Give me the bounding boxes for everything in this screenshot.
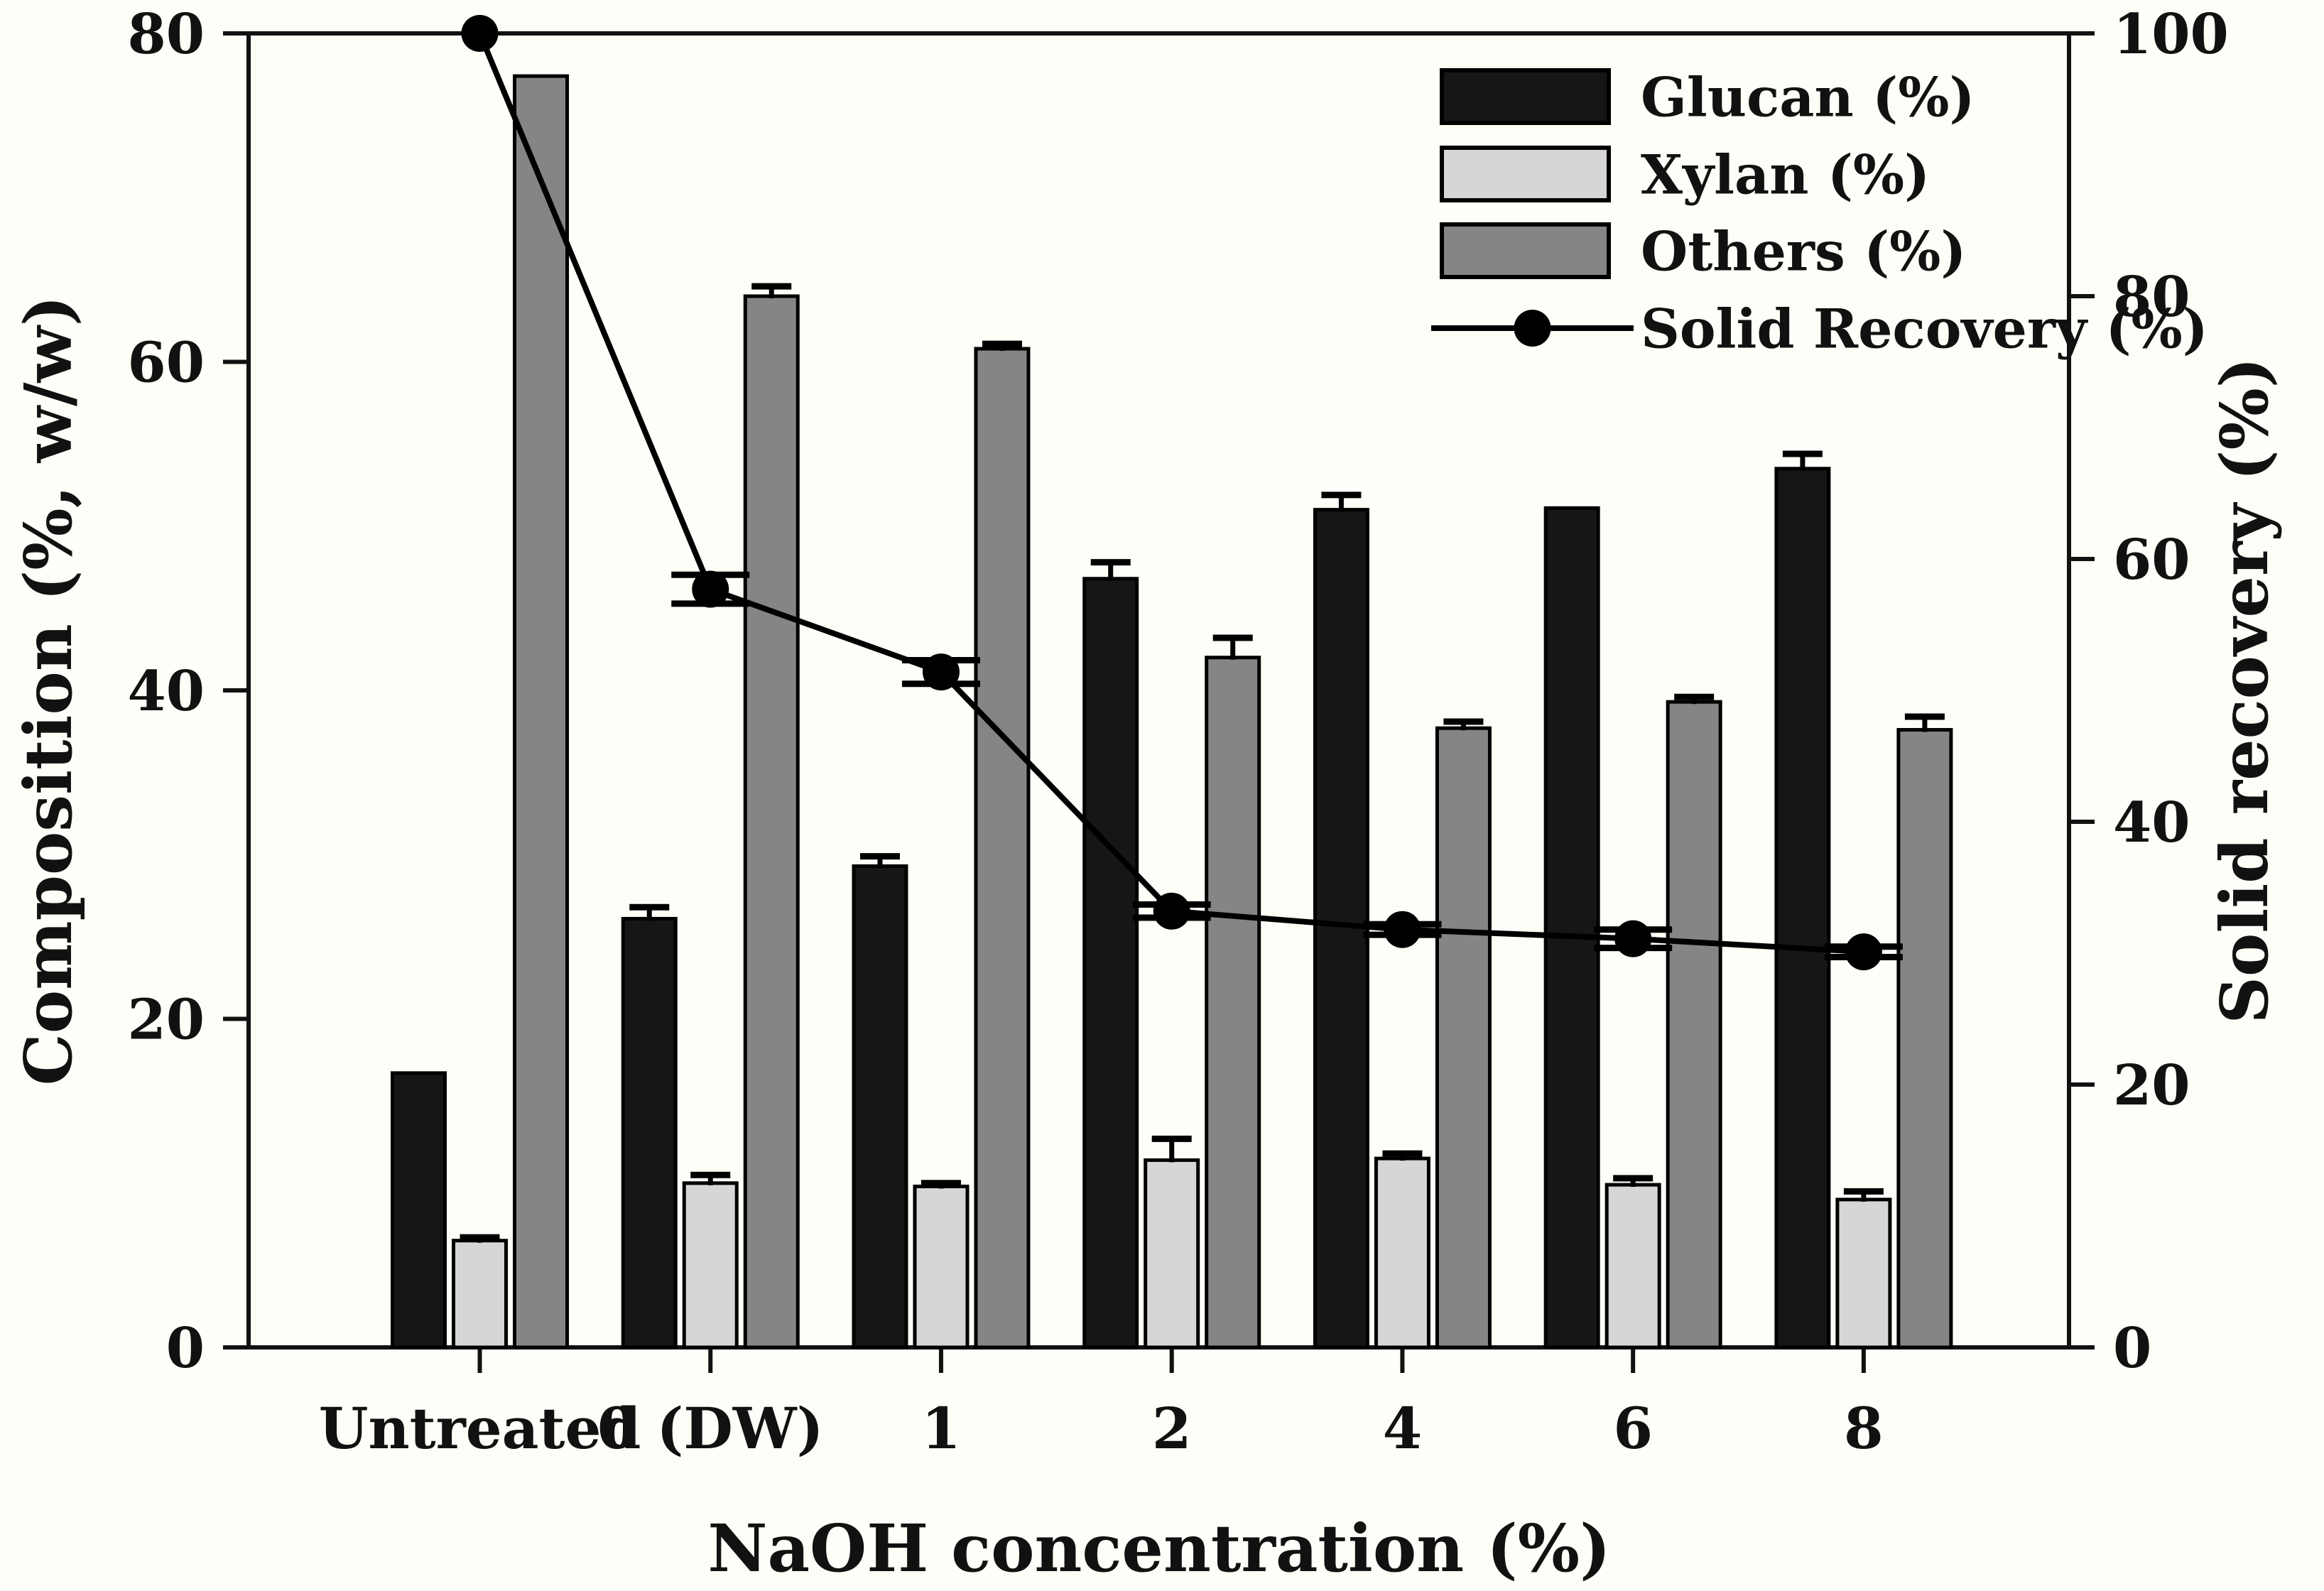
right-axis-tick-label: 20 bbox=[2113, 1053, 2190, 1118]
bar-glucan-5 bbox=[1543, 506, 1600, 1350]
bar-others-0 bbox=[513, 74, 570, 1350]
bar-others-3 bbox=[1205, 656, 1261, 1350]
left-axis-tick-label: 0 bbox=[166, 1316, 205, 1381]
bar-xylan-2 bbox=[913, 1184, 970, 1350]
bar-glucan-1 bbox=[621, 916, 678, 1350]
x-axis-tick-label: 2 bbox=[1152, 1395, 1192, 1462]
line-marker-1 bbox=[922, 653, 960, 691]
bar-xylan-6 bbox=[1835, 1198, 1892, 1350]
left-axis-tick-label: 20 bbox=[127, 988, 205, 1053]
bar-others-4 bbox=[1435, 726, 1492, 1350]
right-axis-tick-label: 80 bbox=[2113, 265, 2190, 330]
right-axis-tick-label: 0 bbox=[2113, 1316, 2151, 1381]
x-axis-tick-label: 6 bbox=[1613, 1395, 1653, 1462]
bar-others-5 bbox=[1666, 700, 1722, 1350]
left-axis-tick-label: 40 bbox=[127, 659, 205, 724]
x-axis-tick-label: 1 bbox=[921, 1395, 961, 1462]
left-axis-tick-label: 60 bbox=[127, 331, 205, 396]
bar-xylan-4 bbox=[1374, 1156, 1430, 1350]
bar-xylan-5 bbox=[1604, 1183, 1661, 1350]
legend-label-others: Others (%) bbox=[1641, 219, 1966, 283]
x-axis-tick-label: 4 bbox=[1383, 1395, 1423, 1462]
right-axis-tick-label: 100 bbox=[2113, 2, 2229, 67]
line-marker-6 bbox=[1614, 920, 1652, 957]
bar-others-1 bbox=[743, 294, 800, 1350]
x-axis-title: NaOH concentration (%) bbox=[707, 1510, 1610, 1587]
legend-swatch-xylan bbox=[1440, 146, 1611, 202]
x-axis-tick-label: 0 (DW) bbox=[597, 1395, 823, 1462]
legend-swatch-glucan bbox=[1440, 68, 1611, 125]
x-axis-tick-label: Untreated bbox=[319, 1395, 641, 1462]
line-marker-untreated bbox=[461, 15, 499, 52]
x-axis-tick-label: 8 bbox=[1844, 1395, 1884, 1462]
legend-label-solid-recovery: Solid Recovery (%) bbox=[1641, 297, 2208, 360]
bar-others-2 bbox=[974, 347, 1031, 1350]
bar-glucan-0 bbox=[391, 1071, 447, 1350]
legend-swatch-others bbox=[1440, 222, 1611, 279]
legend-label-glucan: Glucan (%) bbox=[1641, 65, 1975, 129]
line-marker-0-dw- bbox=[692, 570, 729, 608]
bar-glucan-2 bbox=[852, 864, 908, 1350]
right-axis-title: Solid recovery (%) bbox=[2206, 357, 2283, 1024]
bar-glucan-6 bbox=[1774, 467, 1831, 1350]
bar-xylan-1 bbox=[682, 1181, 739, 1350]
line-marker-4 bbox=[1384, 911, 1421, 948]
line-marker-2 bbox=[1153, 892, 1190, 930]
legend-line-marker-icon bbox=[1514, 310, 1551, 347]
left-axis-title: Composition (%, w/w) bbox=[10, 295, 87, 1086]
right-axis-tick-label: 60 bbox=[2113, 528, 2190, 592]
left-axis-tick-label: 80 bbox=[127, 2, 205, 67]
right-axis-tick-label: 40 bbox=[2113, 791, 2190, 855]
legend-label-xylan: Xylan (%) bbox=[1641, 143, 1930, 206]
bar-others-6 bbox=[1896, 728, 1953, 1350]
bar-xylan-3 bbox=[1144, 1158, 1200, 1350]
bar-xylan-0 bbox=[452, 1239, 509, 1350]
bar-glucan-3 bbox=[1082, 577, 1139, 1350]
line-marker-8 bbox=[1845, 933, 1882, 971]
